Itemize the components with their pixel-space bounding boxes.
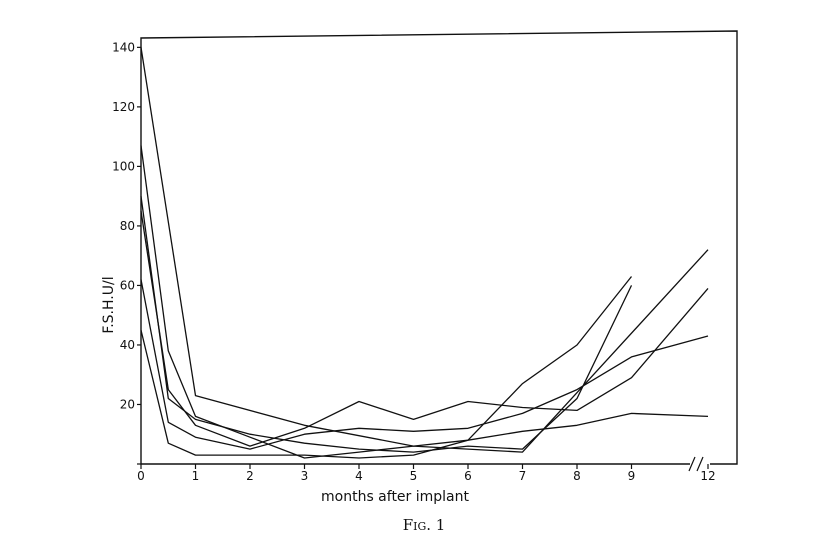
y-axis-label: F.S.H.U/l xyxy=(101,276,117,333)
y-tick-label: 40 xyxy=(120,338,135,352)
y-tick-label: 100 xyxy=(112,159,135,173)
x-tick-label: 12 xyxy=(700,469,715,483)
axes xyxy=(140,30,738,472)
y-tick-label: 80 xyxy=(120,219,135,233)
x-tick-label: 2 xyxy=(246,469,254,483)
x-tick-label: 8 xyxy=(573,469,581,483)
y-tick-label: 20 xyxy=(120,397,135,411)
figure-caption: Fig. 1 xyxy=(403,516,446,534)
x-axis-label: months after implant xyxy=(321,489,470,505)
x-tick-label: 6 xyxy=(464,469,472,483)
x-tick-label: 9 xyxy=(628,469,636,483)
series-line-1 xyxy=(140,47,709,453)
series-line-5 xyxy=(140,279,709,450)
x-tick-label: 4 xyxy=(355,469,363,483)
series-line-4 xyxy=(140,210,709,447)
x-tick-label: 7 xyxy=(519,469,527,483)
y-ticks: 20 40 60 80 100 120 140 xyxy=(112,40,141,465)
y-tick-label: 60 xyxy=(120,278,135,292)
x-tick-label: 1 xyxy=(192,469,200,483)
axis-break-mark-1 xyxy=(688,456,696,472)
axis-break-mark-2 xyxy=(696,456,704,472)
x-tick-label: 5 xyxy=(410,469,418,483)
x-tick-label: 3 xyxy=(301,469,309,483)
x-tick-label: 0 xyxy=(137,469,145,483)
x-ticks: 0 1 2 3 4 5 6 7 8 9 12 xyxy=(137,464,716,483)
series-line-6 xyxy=(140,329,709,459)
plot-frame xyxy=(140,30,738,465)
y-tick-label: 140 xyxy=(112,40,135,54)
y-tick-label: 120 xyxy=(112,100,135,114)
series-line-2 xyxy=(140,145,633,459)
series-group xyxy=(140,47,709,459)
